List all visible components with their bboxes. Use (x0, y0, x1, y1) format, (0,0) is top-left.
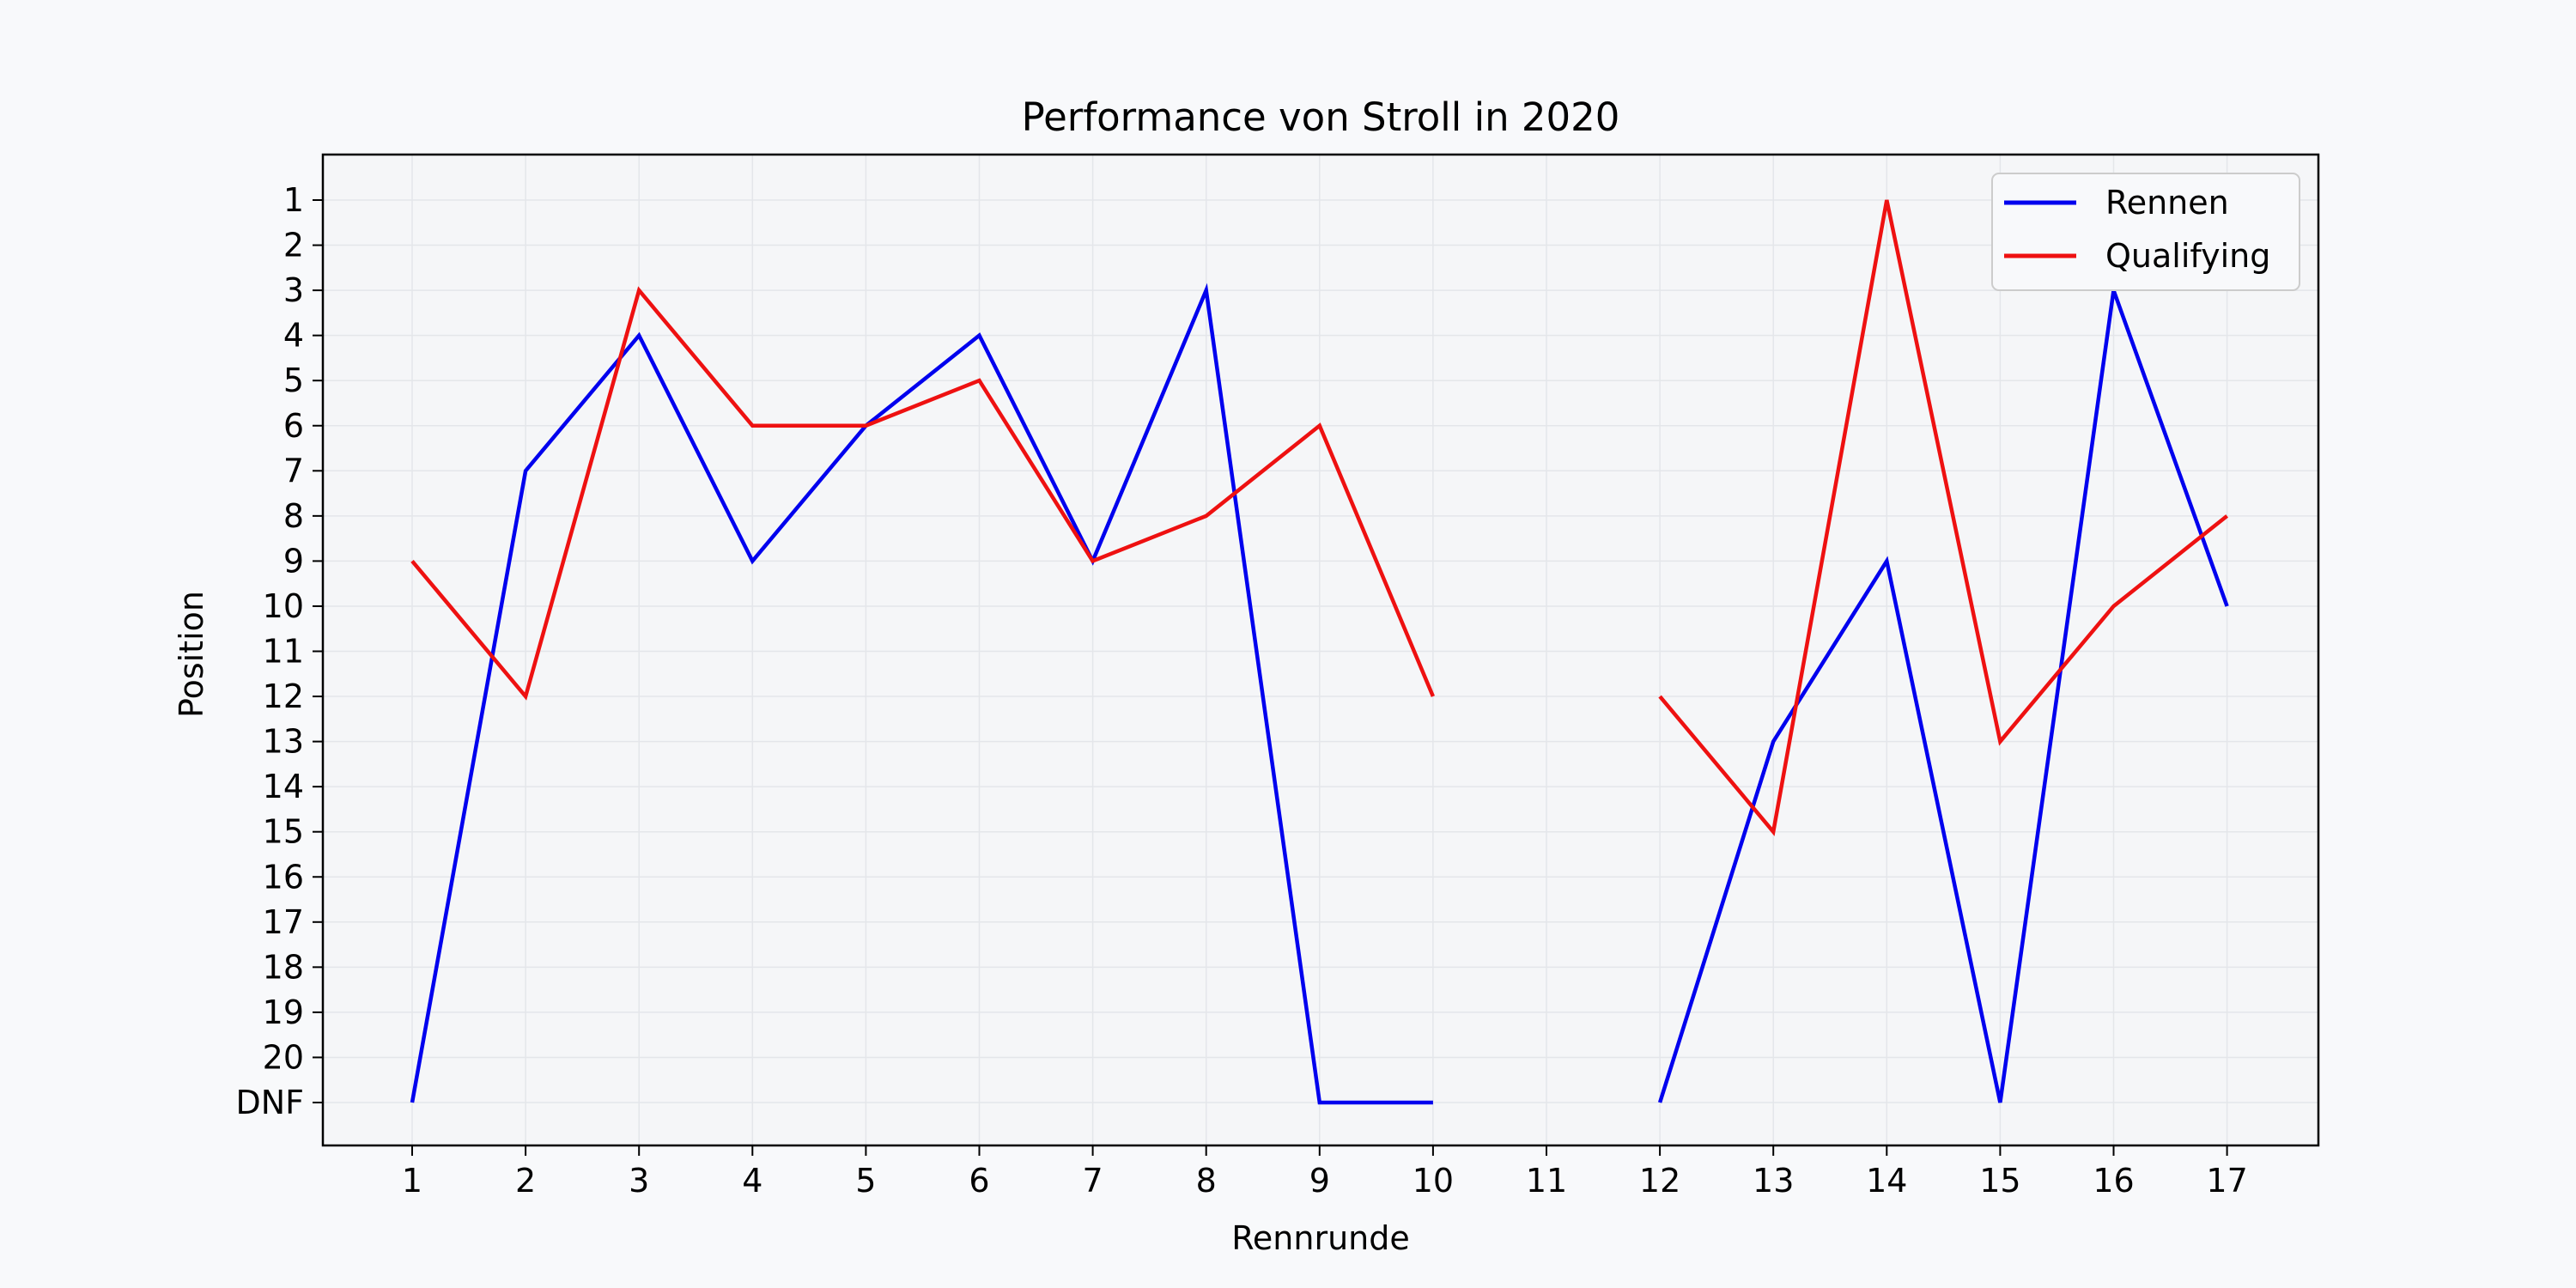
x-tick-label: 4 (742, 1162, 762, 1200)
series-lines (410, 199, 2229, 1105)
y-tick-label: 20 (263, 1038, 304, 1076)
y-tick-label: 7 (283, 452, 304, 489)
y-tick-label: 13 (263, 723, 304, 761)
x-tick-label: 13 (1753, 1162, 1794, 1200)
y-tick-label: 11 (263, 633, 304, 671)
x-tick-label: 10 (1413, 1162, 1454, 1200)
y-tick-label: 15 (263, 813, 304, 851)
y-tick-label: 9 (283, 542, 304, 580)
y-tick-label: 10 (263, 587, 304, 625)
y-tick-label: 14 (263, 768, 304, 805)
x-tick-label: 6 (969, 1162, 989, 1200)
y-tick-label: 16 (263, 858, 304, 896)
x-tick-label: 16 (2093, 1162, 2134, 1200)
legend-label-rennen: Rennen (2105, 184, 2229, 222)
series-line-rennen (1657, 289, 2229, 1103)
y-tick-label: 5 (283, 361, 304, 399)
x-tick-label: 9 (1309, 1162, 1330, 1200)
x-tick-label: 14 (1866, 1162, 1907, 1200)
x-tick-label: 2 (515, 1162, 536, 1200)
y-axis-label: Position (173, 591, 210, 718)
legend: Rennen Qualifying (1991, 173, 2300, 291)
x-tick-label: 17 (2206, 1162, 2247, 1200)
grid (323, 155, 2318, 1145)
x-tick-label: 8 (1196, 1162, 1217, 1200)
x-tick-label: 11 (1526, 1162, 1567, 1200)
x-tick-label: 7 (1083, 1162, 1103, 1200)
y-tick-label: 12 (263, 677, 304, 715)
plot-area (323, 155, 2318, 1145)
x-tick-label: 15 (1979, 1162, 2020, 1200)
y-tick-label: 2 (283, 227, 304, 264)
y-tick-label: DNF (235, 1084, 304, 1121)
x-tick-label: 5 (855, 1162, 876, 1200)
x-axis-label: Rennrunde (1231, 1219, 1410, 1257)
x-axis-ticks: 1 2 3 4 5 6 7 8 9 10 11 12 13 14 15 16 17 (402, 1145, 2248, 1200)
y-tick-label: 18 (263, 948, 304, 986)
y-tick-label: 6 (283, 407, 304, 445)
y-tick-label: 8 (283, 497, 304, 535)
plot-frame (321, 153, 2320, 1147)
y-tick-label: 3 (283, 271, 304, 309)
series-line-rennen (410, 283, 1433, 1105)
chart-title: Performance von Stroll in 2020 (1022, 94, 1620, 140)
series-line-qualifying (410, 286, 1435, 701)
series-line-qualifying (1658, 199, 2229, 836)
y-tick-label: 1 (283, 181, 304, 219)
legend-label-qualifying: Qualifying (2105, 237, 2270, 275)
y-tick-label: 4 (283, 317, 304, 355)
x-tick-label: 12 (1639, 1162, 1680, 1200)
x-tick-label: 3 (629, 1162, 649, 1200)
x-tick-label: 1 (402, 1162, 422, 1200)
y-tick-label: 17 (263, 903, 304, 941)
y-tick-label: 19 (263, 993, 304, 1031)
